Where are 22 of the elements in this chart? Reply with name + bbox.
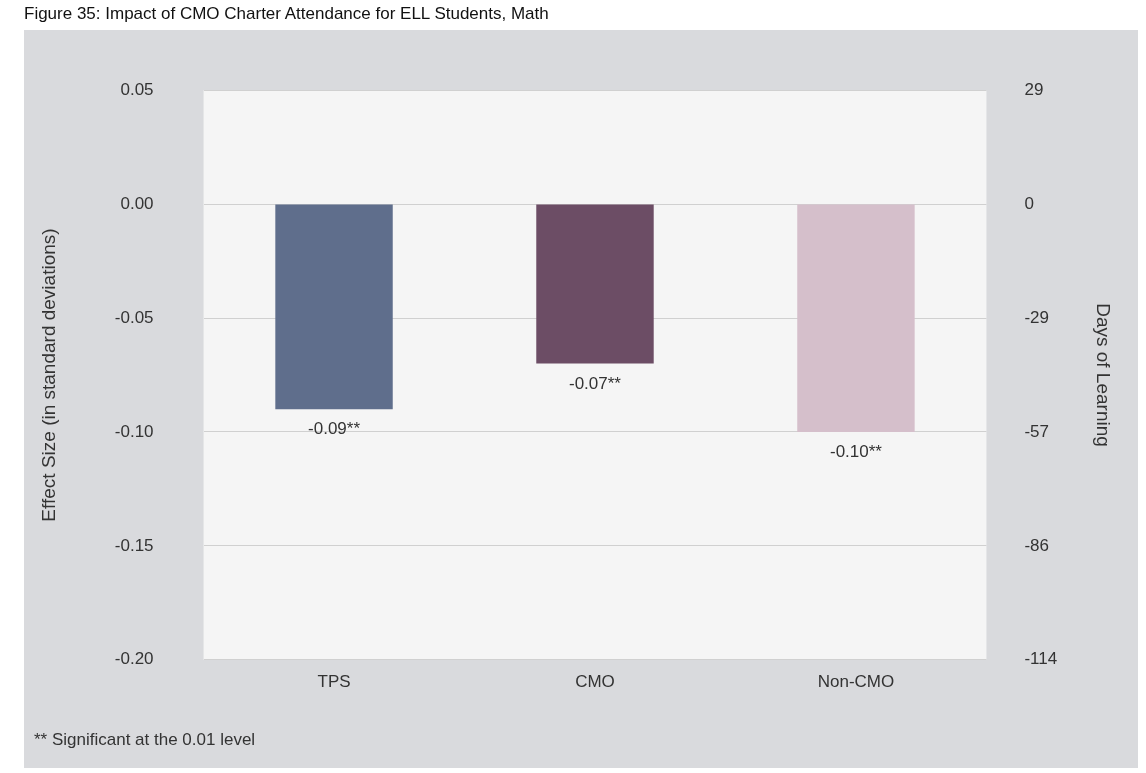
- y2-axis-title: Days of Learning: [1093, 303, 1115, 447]
- y-tick-label: 0.05: [120, 79, 154, 99]
- y2-tick-label: 0: [1024, 193, 1034, 213]
- text: ** Significant at the 0.01 level: [34, 730, 256, 750]
- y-tick-label: -0.20: [114, 649, 154, 669]
- data-label: -0.10**: [829, 442, 883, 462]
- x-tick-label: CMO: [575, 671, 615, 691]
- chart-title: Figure 35: Impact of CMO Charter Attendance for ELL Students, Math: [23, 3, 550, 25]
- y-tick-label: -0.05: [114, 307, 154, 327]
- x-tick-label: TPS: [317, 671, 351, 691]
- data-label: -0.09**: [308, 419, 361, 439]
- y-axis-title: Effect Size (in standard deviations): [37, 228, 59, 522]
- y-tick-label: -0.15: [114, 535, 154, 555]
- y2-tick-label: 29: [1024, 79, 1044, 99]
- y2-tick-label: -114: [1024, 649, 1058, 669]
- data-label: -0.07**: [569, 373, 622, 393]
- y2-tick-label: -57: [1024, 421, 1050, 441]
- x-tick-label: Non-CMO: [817, 671, 895, 691]
- y2-tick-label: -86: [1024, 535, 1050, 555]
- y-tick-label: 0.00: [120, 193, 154, 213]
- y-tick-label: -0.10: [114, 421, 154, 441]
- y2-tick-label: -29: [1024, 307, 1050, 327]
